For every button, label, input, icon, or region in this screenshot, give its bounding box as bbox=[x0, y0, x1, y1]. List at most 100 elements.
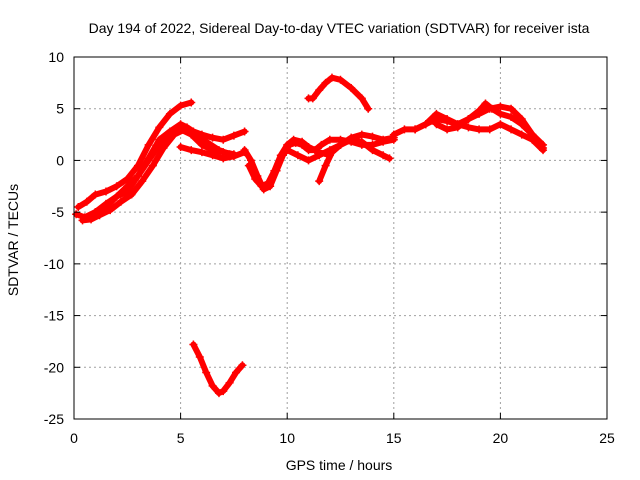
x-tick-label: 5 bbox=[177, 430, 185, 446]
data-point bbox=[517, 130, 526, 139]
data-point bbox=[487, 104, 496, 113]
data-point bbox=[317, 140, 326, 149]
data-point bbox=[155, 123, 164, 132]
data-point bbox=[195, 352, 204, 361]
data-point bbox=[481, 99, 490, 108]
data-point bbox=[475, 106, 484, 115]
y-tick-label: -20 bbox=[44, 359, 64, 375]
data-point bbox=[219, 135, 228, 144]
data-point bbox=[240, 146, 249, 155]
data-point bbox=[443, 125, 452, 134]
x-axis-label: GPS time / hours bbox=[286, 457, 393, 473]
x-tick-label: 0 bbox=[70, 430, 78, 446]
y-tick-label: -15 bbox=[44, 308, 64, 324]
data-point bbox=[475, 125, 484, 134]
data-point bbox=[155, 140, 164, 149]
data-layer bbox=[72, 73, 548, 398]
data-point bbox=[385, 154, 394, 163]
data-point bbox=[187, 98, 196, 107]
data-point bbox=[229, 131, 238, 140]
data-point bbox=[347, 84, 356, 93]
data-point bbox=[368, 132, 377, 141]
data-point bbox=[485, 125, 494, 134]
data-point bbox=[87, 215, 96, 224]
data-point bbox=[464, 115, 473, 124]
data-point bbox=[74, 202, 83, 211]
y-tick-label: -5 bbox=[52, 204, 65, 220]
data-point bbox=[315, 86, 324, 95]
data-point bbox=[464, 123, 473, 132]
data-point bbox=[165, 109, 174, 118]
data-point bbox=[101, 199, 110, 208]
x-tick-label: 20 bbox=[493, 430, 509, 446]
data-point bbox=[208, 133, 217, 142]
data-point bbox=[507, 104, 516, 113]
y-tick-label: 10 bbox=[48, 49, 64, 65]
data-point bbox=[133, 171, 142, 180]
data-point bbox=[208, 381, 217, 390]
data-point bbox=[165, 130, 174, 139]
data-point bbox=[251, 175, 260, 184]
data-point bbox=[82, 197, 91, 206]
data-point bbox=[315, 177, 324, 186]
data-point bbox=[138, 177, 147, 186]
data-point bbox=[357, 137, 366, 146]
data-point bbox=[197, 148, 206, 157]
x-tick-label: 25 bbox=[599, 430, 615, 446]
data-point bbox=[389, 130, 398, 139]
data-point bbox=[421, 120, 430, 129]
data-point bbox=[202, 368, 211, 377]
data-point bbox=[176, 125, 185, 134]
data-point bbox=[187, 146, 196, 155]
data-point bbox=[347, 133, 356, 142]
y-tick-label: 5 bbox=[56, 101, 64, 117]
data-point bbox=[443, 117, 452, 126]
series-arc-14 bbox=[190, 341, 246, 397]
data-point bbox=[315, 151, 324, 160]
data-point bbox=[289, 135, 298, 144]
data-point bbox=[112, 182, 121, 191]
data-point bbox=[304, 142, 313, 151]
data-point bbox=[379, 135, 388, 144]
series-arc-1 bbox=[73, 121, 248, 221]
data-point bbox=[214, 389, 223, 398]
data-point bbox=[496, 102, 505, 111]
x-tick-label: 15 bbox=[386, 430, 402, 446]
data-point bbox=[91, 190, 100, 199]
y-tick-label: -10 bbox=[44, 256, 64, 272]
data-point bbox=[507, 112, 516, 121]
data-point bbox=[144, 140, 153, 149]
data-point bbox=[197, 140, 206, 149]
data-point bbox=[357, 94, 366, 103]
data-point bbox=[176, 101, 185, 110]
data-point bbox=[528, 130, 537, 139]
data-point bbox=[176, 142, 185, 151]
data-point bbox=[517, 120, 526, 129]
series-arc-4 bbox=[92, 126, 237, 216]
plot-frame bbox=[73, 56, 608, 420]
data-point bbox=[232, 368, 241, 377]
data-point bbox=[159, 144, 168, 153]
data-point bbox=[106, 206, 115, 215]
y-tick-label: -25 bbox=[44, 411, 64, 427]
data-point bbox=[327, 73, 336, 82]
data-point bbox=[116, 197, 125, 206]
data-point bbox=[127, 190, 136, 199]
data-point bbox=[112, 192, 121, 201]
data-point bbox=[270, 166, 279, 175]
data-point bbox=[189, 340, 198, 349]
data-point bbox=[507, 125, 516, 134]
data-point bbox=[539, 144, 548, 153]
data-point bbox=[123, 182, 132, 191]
data-point bbox=[133, 161, 142, 170]
data-point bbox=[298, 137, 307, 146]
data-point bbox=[78, 216, 87, 225]
data-point bbox=[264, 179, 273, 188]
data-point bbox=[148, 161, 157, 170]
data-point bbox=[325, 135, 334, 144]
data-point bbox=[219, 387, 228, 396]
series-arc-2 bbox=[75, 99, 195, 210]
data-point bbox=[229, 152, 238, 161]
data-point bbox=[246, 156, 255, 165]
data-point bbox=[308, 94, 317, 103]
